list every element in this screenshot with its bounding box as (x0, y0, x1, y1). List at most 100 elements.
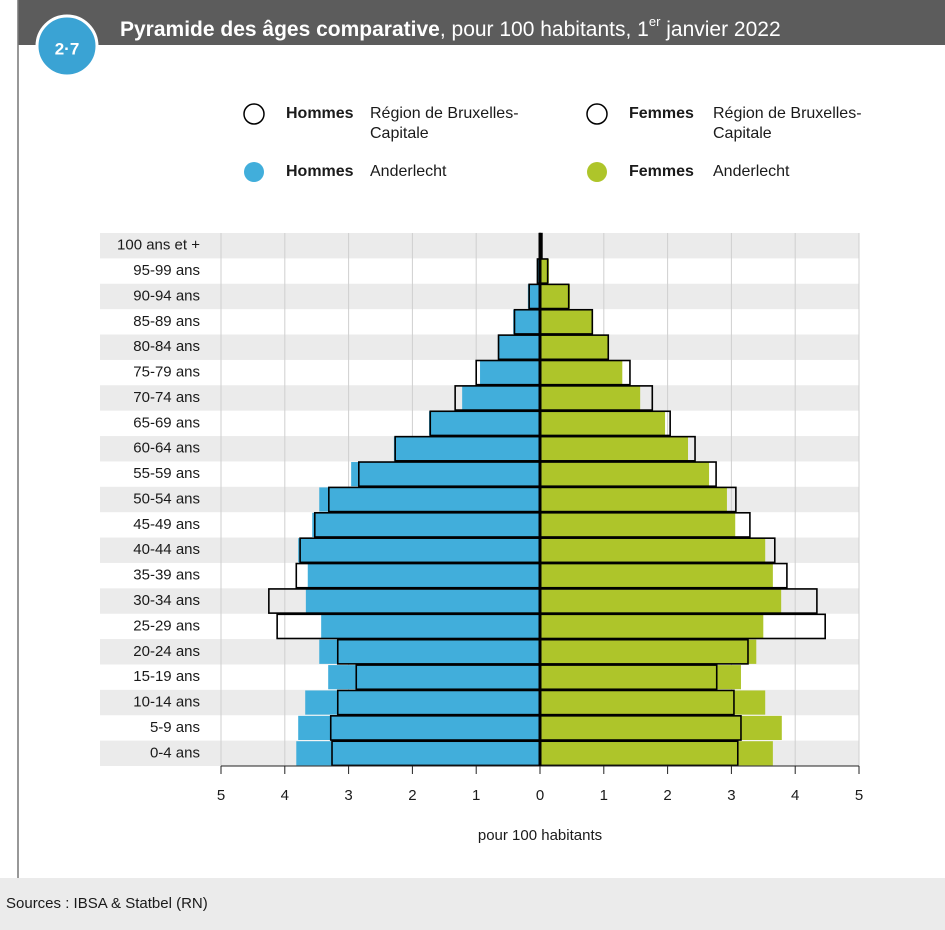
y-tick-label: 50-54 ans (133, 490, 200, 507)
y-tick-label: 45-49 ans (133, 516, 200, 533)
bar (305, 690, 540, 715)
bar (312, 512, 540, 537)
bar (540, 715, 782, 741)
bar (428, 411, 540, 436)
legend-group: Région de Bruxelles-Capitale (713, 105, 862, 142)
bar (540, 385, 641, 411)
x-tick-label: 3 (344, 787, 352, 804)
legend-name: Hommes (286, 105, 354, 122)
y-tick-label: 40-44 ans (133, 541, 200, 558)
bar (540, 639, 757, 664)
y-tick-label: 55-59 ans (133, 465, 200, 482)
row-band (100, 283, 859, 310)
title: Pyramide des âges comparative, pour 100 … (120, 14, 781, 40)
title-sup: er (649, 14, 661, 29)
x-tick-label: 5 (217, 787, 225, 804)
bar (319, 639, 540, 664)
bar (351, 462, 540, 487)
bar (540, 360, 623, 385)
y-tick-label: 90-94 ans (133, 287, 200, 304)
row-band (100, 233, 859, 259)
bar (296, 741, 540, 766)
y-tick-label: 60-64 ans (133, 440, 200, 457)
bar (319, 487, 540, 512)
legend-name: Femmes (629, 105, 694, 122)
bar (480, 360, 540, 385)
y-tick-label: 75-79 ans (133, 364, 200, 381)
bar (321, 614, 540, 639)
bar (540, 436, 689, 461)
bar (540, 258, 549, 284)
bar (540, 309, 593, 334)
y-tick-label: 5-9 ans (150, 719, 200, 736)
legend-group: Région de Bruxelles-Capitale (370, 105, 519, 142)
y-tick-label: 65-69 ans (133, 414, 200, 431)
footer-band (0, 878, 945, 930)
bar (540, 665, 741, 690)
legend-name: Hommes (286, 163, 354, 180)
bar (305, 588, 540, 614)
y-tick-label: 70-74 ans (133, 389, 200, 406)
y-tick-label: 30-34 ans (133, 592, 200, 609)
badge (35, 14, 99, 78)
y-tick-label: 10-14 ans (133, 694, 200, 711)
y-tick-label: 100 ans et + (117, 237, 200, 254)
y-tick-label: 15-19 ans (133, 668, 200, 685)
bar (540, 614, 764, 639)
legend-group: Anderlecht (370, 163, 447, 180)
bar (328, 665, 540, 690)
bar (513, 309, 540, 334)
bar (540, 588, 782, 614)
y-tick-label: 25-29 ans (133, 617, 200, 634)
title-rest: , pour 100 habitants, 1 (440, 18, 649, 41)
source: Sources : IBSA & Statbel (RN) (6, 895, 208, 912)
legend-name: Femmes (629, 163, 694, 180)
bar (298, 538, 540, 563)
header-band (18, 0, 945, 45)
legend-swatch (586, 103, 608, 125)
badge-text: 2·7 (55, 39, 80, 58)
x-tick-label: 1 (472, 787, 480, 804)
bar (298, 715, 540, 741)
legend-group: Anderlecht (713, 163, 790, 180)
bar (540, 563, 773, 588)
legend-swatch (587, 162, 607, 182)
title-bold: Pyramide des âges comparative (120, 18, 440, 41)
x-tick-label: 5 (855, 787, 863, 804)
bar (540, 284, 570, 309)
bar (540, 335, 609, 360)
bar (540, 741, 773, 766)
legend-swatch (244, 162, 264, 182)
x-axis-label: pour 100 habitants (478, 827, 602, 844)
x-tick-label: 2 (663, 787, 671, 804)
bar (540, 462, 710, 487)
x-tick-label: 4 (281, 787, 289, 804)
bar (536, 258, 540, 284)
bar (307, 563, 540, 588)
bar (527, 284, 540, 309)
row-band (100, 334, 859, 360)
x-tick-label: 2 (408, 787, 416, 804)
bar (540, 538, 766, 563)
bar (540, 411, 666, 436)
x-tick-label: 4 (791, 787, 799, 804)
x-tick-label: 0 (536, 787, 544, 804)
title-end: janvier 2022 (660, 18, 780, 41)
bar (540, 487, 727, 512)
bar (462, 385, 540, 411)
x-tick-label: 1 (600, 787, 608, 804)
bar (540, 690, 766, 715)
y-tick-label: 0-4 ans (150, 744, 200, 761)
y-tick-label: 95-99 ans (133, 262, 200, 279)
x-tick-label: 3 (727, 787, 735, 804)
legend-swatch (243, 103, 265, 125)
y-tick-label: 35-39 ans (133, 567, 200, 584)
y-tick-label: 20-24 ans (133, 643, 200, 660)
bar (393, 436, 540, 461)
bar (540, 512, 736, 537)
y-tick-label: 80-84 ans (133, 338, 200, 355)
bar (497, 335, 540, 360)
y-tick-label: 85-89 ans (133, 313, 200, 330)
